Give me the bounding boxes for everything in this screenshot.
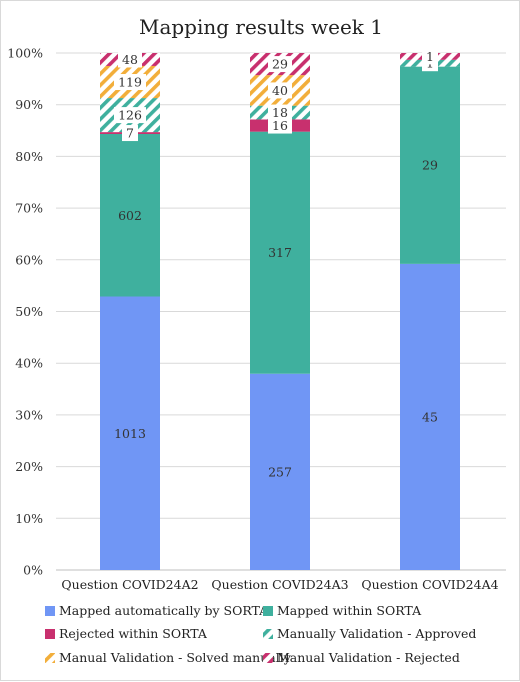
- legend-swatch: [263, 629, 273, 639]
- data-label: 29: [422, 158, 438, 173]
- bar-segment: [250, 373, 310, 570]
- data-label: 1: [426, 49, 434, 64]
- legend-label: Manual Validation - Rejected: [277, 650, 460, 665]
- y-tick-label: 50%: [15, 304, 43, 319]
- y-tick-label: 70%: [15, 201, 43, 216]
- legend-swatch: [263, 653, 273, 663]
- legend-swatch: [45, 653, 55, 663]
- data-label: 257: [268, 464, 292, 479]
- data-label-background: [268, 117, 292, 134]
- bar-segment: [250, 131, 310, 374]
- legend-label: Rejected within SORTA: [59, 626, 208, 641]
- x-axis-categories: Question COVID24A2 Question COVID24A3 Ques…: [61, 577, 498, 592]
- chart-title: Mapping results week 1: [139, 15, 383, 39]
- category-label: Question COVID24A2: [61, 577, 198, 592]
- bar-segment: [100, 133, 160, 297]
- data-label-background: [114, 107, 146, 124]
- legend-label: Mapped automatically by SORTA: [59, 603, 269, 618]
- y-tick-label: 60%: [15, 252, 43, 267]
- data-label: 1013: [114, 426, 146, 441]
- category-label: Question COVID24A4: [361, 577, 498, 592]
- data-label-background: [268, 82, 292, 99]
- y-tick-label: 90%: [15, 97, 43, 112]
- data-label: 40: [272, 83, 288, 98]
- data-label: 602: [118, 208, 142, 223]
- data-label-background: [118, 51, 142, 68]
- data-label: 29: [272, 57, 288, 72]
- data-labels: 101360271261194825731716184029452911: [114, 48, 438, 479]
- legend-label: Manual Validation - Solved manually: [59, 650, 292, 665]
- bar-segment: [100, 296, 160, 570]
- bar-segment: [400, 263, 460, 570]
- legend: Mapped automatically by SORTA Mapped with…: [45, 603, 476, 665]
- data-label-background: [268, 56, 292, 73]
- data-label-background: [122, 125, 138, 142]
- y-axis-ticks: 0% 10% 20% 30% 40% 50% 60% 70% 80% 90% 100%: [7, 46, 43, 578]
- data-label: 18: [272, 105, 288, 120]
- y-tick-label: 30%: [15, 407, 43, 422]
- y-tick-label: 0%: [23, 563, 43, 578]
- data-label: 119: [118, 75, 142, 90]
- y-tick-label: 10%: [15, 511, 43, 526]
- legend-label: Mapped within SORTA: [277, 603, 422, 618]
- y-tick-label: 80%: [15, 149, 43, 164]
- data-label: 48: [122, 52, 138, 67]
- legend-swatch: [45, 606, 55, 616]
- y-tick-label: 20%: [15, 459, 43, 474]
- data-label-background: [114, 74, 146, 91]
- legend-swatch: [45, 629, 55, 639]
- y-tick-label: 100%: [7, 46, 43, 61]
- data-label: 317: [268, 245, 292, 260]
- data-label: 7: [126, 126, 134, 141]
- data-label: 16: [272, 118, 288, 133]
- legend-label: Manually Validation - Approved: [277, 626, 476, 641]
- data-label-background: [422, 48, 438, 65]
- y-tick-label: 40%: [15, 356, 43, 371]
- data-label: 126: [118, 108, 142, 123]
- category-label: Question COVID24A3: [211, 577, 348, 592]
- bar-segment: [400, 66, 460, 264]
- data-label: 45: [422, 409, 438, 424]
- data-label-background: [268, 104, 292, 121]
- legend-swatch: [263, 606, 273, 616]
